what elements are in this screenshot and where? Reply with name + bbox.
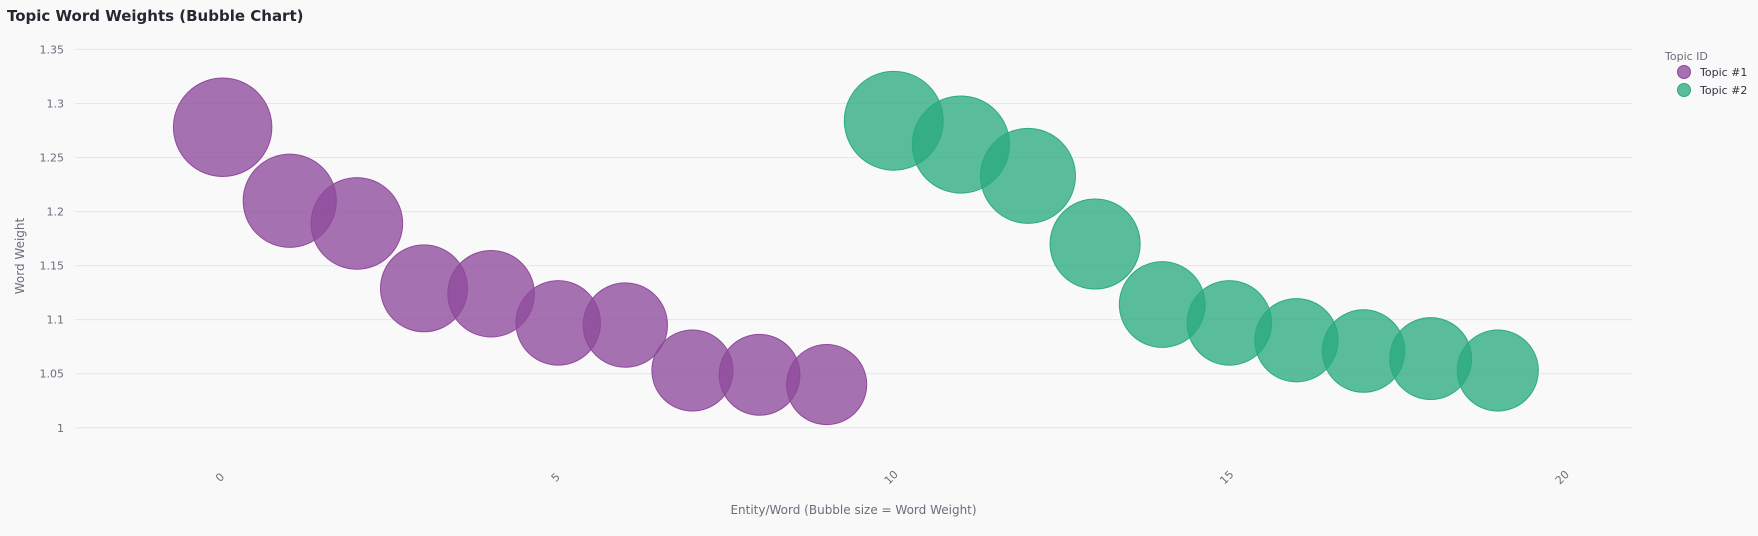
bubble-series-0-point-6[interactable] [582, 282, 668, 368]
bubble-series-0-point-2[interactable] [310, 177, 404, 270]
y-axis-ticks: 1 1.05 1.1 1.15 1.2 1.25 1.3 1.35 [40, 43, 65, 434]
x-tick-label: 20 [1553, 468, 1572, 487]
bubble-series-1-point-9[interactable] [1456, 329, 1539, 412]
x-tick-label: 0 [213, 470, 227, 484]
bubble-series-0-point-9[interactable] [786, 344, 868, 426]
legend-title: Topic ID [1664, 50, 1708, 63]
y-tick-label: 1.05 [40, 368, 65, 381]
x-tick-label: 5 [549, 470, 563, 484]
bubbles [172, 70, 1539, 426]
y-tick-label: 1 [57, 422, 64, 435]
bubble-series-1-point-3[interactable] [1049, 198, 1141, 290]
y-tick-label: 1.3 [47, 97, 65, 110]
legend-label-0[interactable]: Topic #1 [1699, 66, 1747, 79]
legend-marker-0[interactable] [1677, 65, 1691, 79]
y-tick-label: 1.25 [40, 152, 65, 165]
x-tick-label: 10 [882, 468, 901, 487]
bubble-series-0-point-0[interactable] [172, 77, 273, 177]
y-tick-label: 1.15 [40, 260, 65, 273]
legend-label-1[interactable]: Topic #2 [1699, 84, 1747, 97]
y-axis-title: Word Weight [13, 217, 27, 294]
y-tick-label: 1.35 [40, 43, 65, 56]
y-tick-label: 1.2 [47, 206, 65, 219]
chart-title: Topic Word Weights (Bubble Chart) [7, 7, 304, 25]
x-tick-label: 15 [1217, 468, 1236, 487]
legend: Topic ID Topic #1 Topic #2 [1664, 50, 1747, 97]
x-axis-ticks: 0 5 10 15 20 [213, 468, 1572, 487]
x-axis-title: Entity/Word (Bubble size = Word Weight) [730, 503, 976, 517]
legend-marker-1[interactable] [1677, 83, 1691, 97]
y-tick-label: 1.1 [47, 314, 65, 327]
bubble-series-1-point-2[interactable] [980, 127, 1076, 224]
